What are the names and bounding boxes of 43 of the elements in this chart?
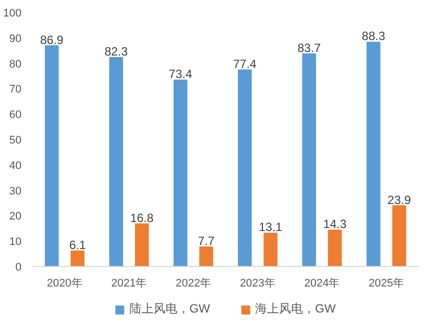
data-label: 86.9 <box>40 32 64 47</box>
bar <box>366 42 380 266</box>
x-tick-label: 2025年 <box>368 278 404 290</box>
x-tick-label: 2020年 <box>46 278 82 290</box>
y-tick-label: 80 <box>9 58 22 70</box>
data-label: 77.4 <box>233 56 257 71</box>
legend-label: 陆上风电，GW <box>129 300 210 318</box>
data-label: 88.3 <box>362 29 386 44</box>
bar <box>174 80 188 266</box>
data-label: 7.7 <box>198 234 215 248</box>
data-label: 23.9 <box>388 192 412 207</box>
y-tick-label: 70 <box>9 84 22 96</box>
y-tick-label: 60 <box>9 109 22 122</box>
bar <box>392 205 406 266</box>
bar <box>328 230 342 266</box>
data-label: 82.3 <box>104 44 128 58</box>
x-tick-label: 2023年 <box>240 278 276 290</box>
y-tick-label: 50 <box>9 134 22 146</box>
x-tick-label: 2022年 <box>176 278 212 290</box>
y-tick-label: 20 <box>9 210 22 223</box>
y-tick-label: 10 <box>9 236 22 248</box>
y-tick-label: 40 <box>9 160 22 172</box>
y-tick-label: 90 <box>9 32 22 45</box>
x-tick-label: 2021年 <box>111 278 147 290</box>
legend-label: 海上风电，GW <box>255 300 336 318</box>
bar <box>134 223 149 266</box>
bar <box>44 45 59 266</box>
x-tick-label: 2024年 <box>304 278 340 290</box>
bar <box>302 53 316 266</box>
bar <box>199 246 214 266</box>
data-label: 13.1 <box>258 220 283 234</box>
y-tick-label: 30 <box>9 185 22 198</box>
y-tick-label: 100 <box>3 8 22 20</box>
bar <box>70 250 84 266</box>
data-label: 6.1 <box>69 238 86 252</box>
data-label: 16.8 <box>130 210 154 225</box>
data-label: 14.3 <box>323 217 347 232</box>
bar <box>109 56 124 266</box>
y-tick-label: 0 <box>15 262 22 274</box>
bar <box>238 69 252 266</box>
bar <box>264 232 278 266</box>
data-label: 73.4 <box>168 67 192 82</box>
data-label: 83.7 <box>297 40 322 55</box>
